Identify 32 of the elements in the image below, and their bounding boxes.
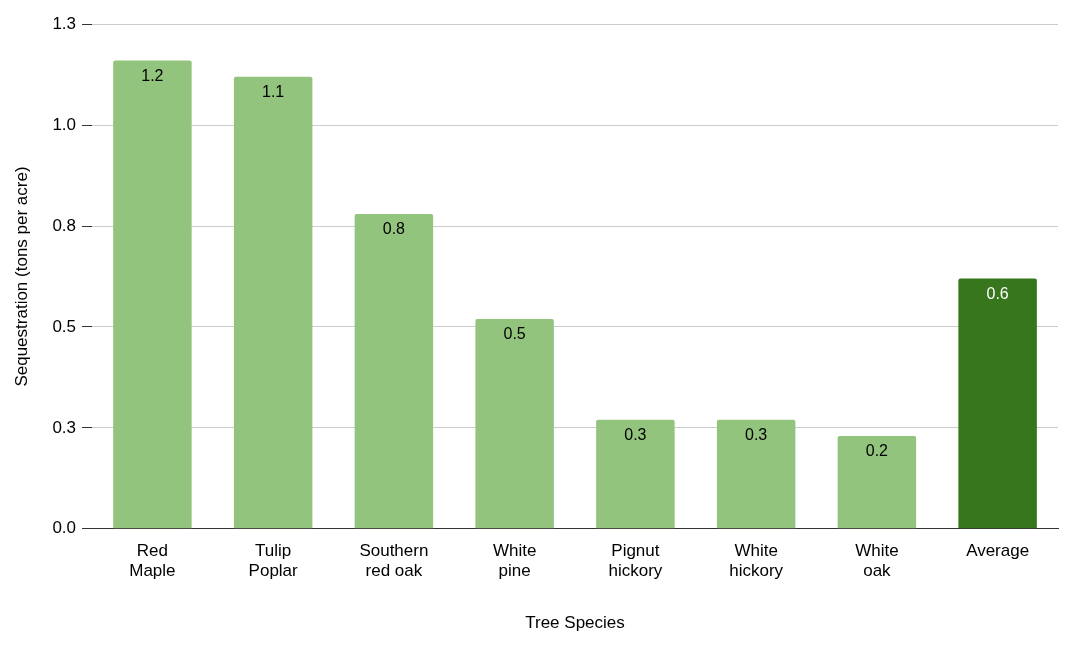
y-axis-title: Sequestration (tons per acre) [11,166,31,387]
x-tick-label: White oak [855,540,899,581]
y-tick-label: 0.0 [52,518,77,538]
y-tick-label: 0.3 [52,417,77,437]
bar [837,435,917,529]
data-label: 0.2 [865,442,889,460]
bar [958,278,1037,529]
x-tick-label: Red Maple [129,540,176,581]
bar [716,419,796,529]
x-tick-label: Average [966,540,1030,560]
bar [596,419,675,529]
y-tick-label: 1.3 [52,13,77,33]
x-tick-label: Tulip Poplar [248,540,299,581]
bar [233,76,313,529]
y-tick-label: 1.0 [52,114,77,134]
x-axis-title: Tree Species [525,613,625,633]
data-label: 1.1 [262,83,285,101]
y-tick-label: 0.5 [52,316,77,336]
data-label: 0.3 [624,426,647,444]
x-tick-label: Pignut hickory [608,540,663,581]
data-label: 0.3 [745,426,768,444]
bar [475,318,554,529]
data-label: 0.8 [382,220,406,238]
y-tick-label: 0.8 [52,215,77,235]
x-tick-label: Southern red oak [359,540,429,581]
data-label: 0.6 [986,284,1009,302]
data-label: 1.2 [141,66,164,84]
bar [354,213,434,529]
data-label: 0.5 [503,325,526,343]
bar [113,60,192,529]
x-tick-label: White pine [492,540,537,581]
x-tick-label: White hickory [729,540,784,581]
